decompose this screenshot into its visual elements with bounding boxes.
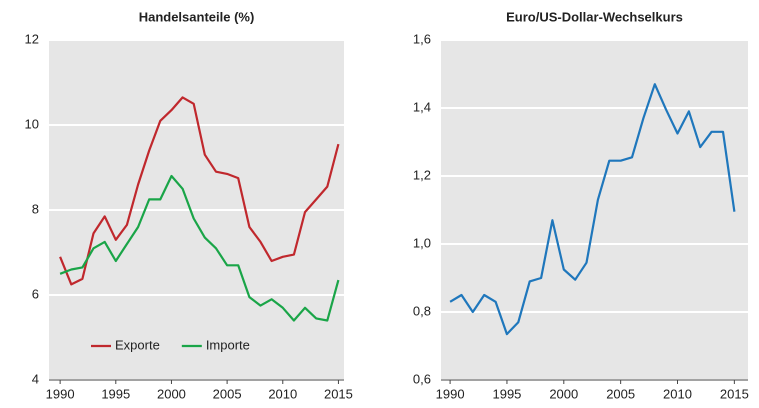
y-tick-label: 10 xyxy=(25,116,39,131)
series-line xyxy=(59,96,340,286)
series-line xyxy=(59,174,340,322)
line xyxy=(449,83,736,336)
y-tick-label: 0,8 xyxy=(413,303,431,318)
x-tick-label: 2010 xyxy=(663,386,692,401)
x-tick-label: 2005 xyxy=(606,386,635,401)
y-tick-label: 12 xyxy=(25,31,39,46)
x-tick-label: 1995 xyxy=(492,386,521,401)
x-tick-label: 2010 xyxy=(268,386,297,401)
x-tick-label: 1990 xyxy=(46,386,75,401)
x-tick-label: 1995 xyxy=(101,386,130,401)
y-tick-label: 8 xyxy=(32,201,39,216)
x-tick-label: 2015 xyxy=(720,386,749,401)
plot-background xyxy=(441,40,748,380)
y-tick-label: 4 xyxy=(32,371,39,386)
x-tick-label: 2015 xyxy=(324,386,353,401)
chart-title: Euro/US-Dollar-Wechselkurs xyxy=(506,9,683,24)
y-tick-label: 1,0 xyxy=(413,235,431,250)
x-tick-label: 1990 xyxy=(436,386,465,401)
x-tick-label: 2000 xyxy=(157,386,186,401)
y-tick-label: 6 xyxy=(32,286,39,301)
y-tick-label: 1,6 xyxy=(413,31,431,46)
y-tick-label: 0,6 xyxy=(413,371,431,386)
y-tick-label: 1,2 xyxy=(413,167,431,182)
x-tick-label: 2000 xyxy=(549,386,578,401)
legend-label: Exporte xyxy=(115,337,160,352)
x-tick-label: 2005 xyxy=(213,386,242,401)
chart-title: Handelsanteile (%) xyxy=(139,9,255,24)
legend-label: Importe xyxy=(206,337,250,352)
y-tick-label: 1,4 xyxy=(413,99,431,114)
